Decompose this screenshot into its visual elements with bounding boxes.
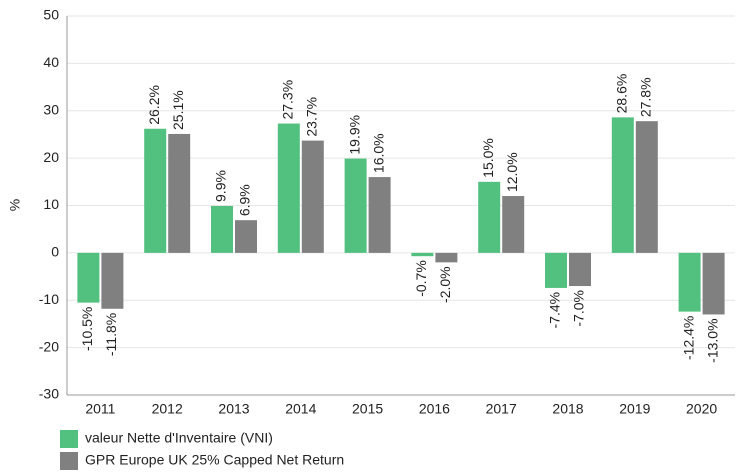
value-label: 16.0% (370, 133, 386, 173)
bar (411, 252, 434, 257)
y-tick-label: 0 (51, 244, 59, 260)
x-tick-label: 2013 (218, 401, 249, 417)
x-tick-label: 2016 (419, 401, 450, 417)
bar (277, 123, 300, 253)
y-tick-label: 20 (43, 149, 59, 165)
legend-swatch (60, 430, 78, 448)
bar (168, 133, 191, 253)
value-label: 27.8% (638, 77, 654, 117)
y-tick-label: -30 (39, 386, 59, 402)
value-label: 19.9% (346, 115, 362, 155)
bar (211, 205, 233, 253)
bar (702, 252, 725, 315)
value-label: 6.9% (237, 184, 253, 216)
y-tick-label: 50 (43, 7, 59, 23)
value-label: 15.0% (480, 138, 496, 178)
value-label: 12.0% (504, 152, 520, 192)
bar (368, 177, 391, 253)
y-tick-label: 10 (43, 196, 59, 212)
value-label: -7.0% (571, 290, 587, 327)
bar (235, 220, 257, 253)
y-tick-label: -20 (39, 338, 59, 354)
value-label: 25.1% (170, 90, 186, 130)
value-label: 28.6% (614, 74, 630, 114)
bar (144, 128, 167, 253)
value-label: -12.4% (680, 316, 696, 360)
value-label: -7.4% (547, 292, 563, 329)
legend-label: valeur Nette d'Inventaire (VNI) (85, 430, 273, 446)
y-tick-label: 30 (43, 101, 59, 117)
value-label: -10.5% (79, 307, 95, 351)
legend-swatch (60, 452, 78, 470)
bar (435, 252, 458, 263)
value-label: 26.2% (146, 85, 162, 125)
x-tick-label: 2019 (619, 401, 650, 417)
value-label: 27.3% (280, 80, 296, 120)
bar (635, 121, 658, 253)
bar (611, 117, 634, 253)
x-tick-label: 2012 (152, 401, 183, 417)
bar (77, 252, 100, 303)
x-tick-label: 2014 (285, 401, 316, 417)
bar (344, 158, 367, 253)
x-tick-label: 2011 (85, 401, 115, 417)
bar (569, 252, 591, 287)
value-label: -2.0% (437, 266, 453, 303)
y-axis-label: % (7, 199, 23, 211)
bar (678, 252, 701, 312)
bar (545, 252, 567, 288)
y-tick-label: -10 (39, 291, 59, 307)
x-tick-label: 2018 (552, 401, 583, 417)
value-label: -13.0% (704, 318, 720, 362)
x-tick-label: 2020 (686, 401, 717, 417)
value-label: -0.7% (413, 260, 429, 297)
y-tick-label: 40 (43, 54, 59, 70)
bar (101, 252, 124, 309)
bar (502, 196, 525, 253)
value-label: -11.8% (103, 313, 119, 356)
legend-label: GPR Europe UK 25% Capped Net Return (85, 452, 344, 468)
bar (478, 181, 501, 253)
value-label: 23.7% (304, 97, 320, 137)
bar (301, 140, 324, 253)
x-tick-label: 2017 (486, 401, 517, 417)
x-tick-label: 2015 (352, 401, 383, 417)
value-label: 9.9% (213, 170, 229, 202)
